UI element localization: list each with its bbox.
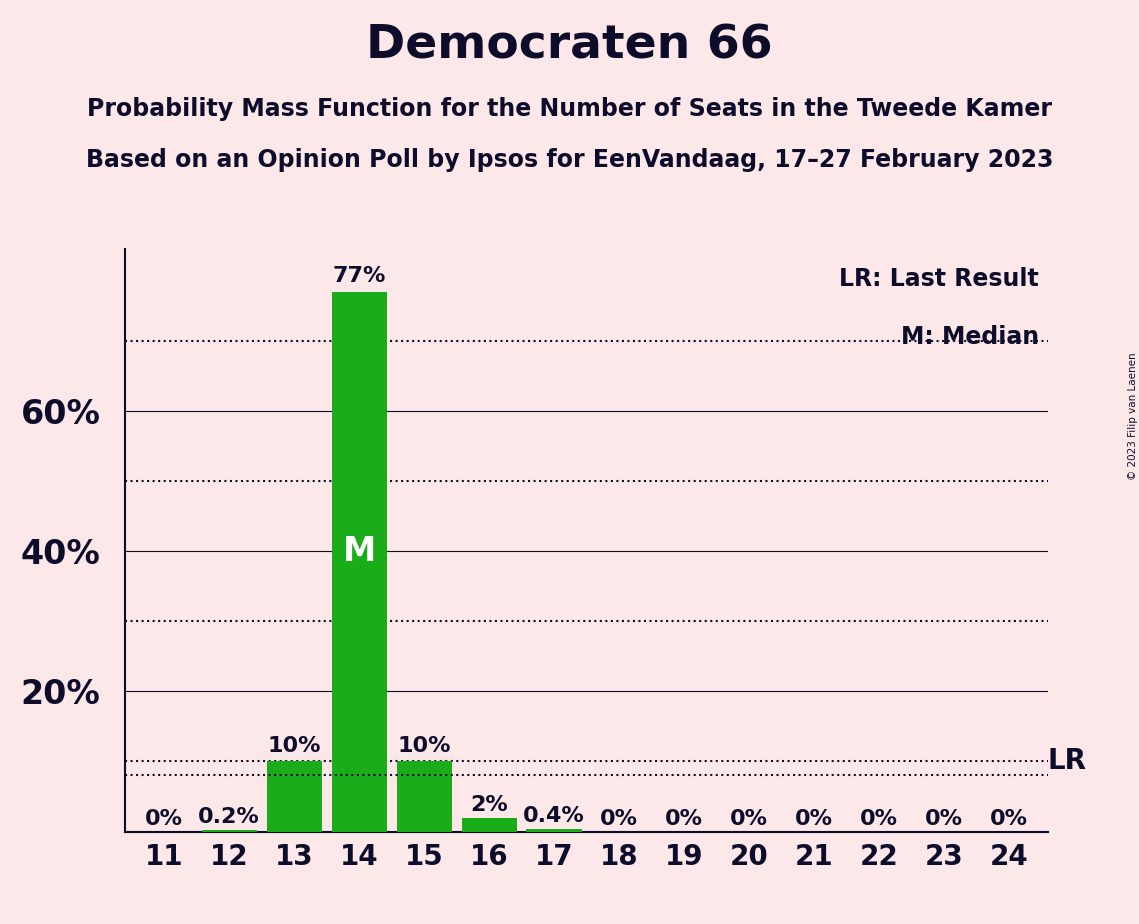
Text: 0.2%: 0.2% xyxy=(198,808,260,827)
Text: LR: Last Result: LR: Last Result xyxy=(839,267,1039,291)
Text: 10%: 10% xyxy=(268,736,321,756)
Text: Democraten 66: Democraten 66 xyxy=(366,23,773,68)
Bar xyxy=(461,818,517,832)
Text: 0.4%: 0.4% xyxy=(523,806,585,826)
Text: 77%: 77% xyxy=(333,266,386,286)
Text: 2%: 2% xyxy=(470,795,508,815)
Text: LR: LR xyxy=(1048,748,1087,775)
Text: 10%: 10% xyxy=(398,736,451,756)
Text: 0%: 0% xyxy=(990,808,1027,829)
Bar xyxy=(202,830,257,832)
Bar xyxy=(267,761,322,832)
Text: M: Median: M: Median xyxy=(901,325,1039,349)
Text: © 2023 Filip van Laenen: © 2023 Filip van Laenen xyxy=(1129,352,1138,480)
Text: Based on an Opinion Poll by Ipsos for EenVandaag, 17–27 February 2023: Based on an Opinion Poll by Ipsos for Ee… xyxy=(85,148,1054,172)
Text: Probability Mass Function for the Number of Seats in the Tweede Kamer: Probability Mass Function for the Number… xyxy=(87,97,1052,121)
Text: 0%: 0% xyxy=(146,808,183,829)
Text: 0%: 0% xyxy=(730,808,768,829)
Text: 0%: 0% xyxy=(600,808,638,829)
Bar xyxy=(396,761,452,832)
Text: M: M xyxy=(343,535,376,567)
Bar xyxy=(331,292,387,832)
Text: 0%: 0% xyxy=(860,808,898,829)
Text: 0%: 0% xyxy=(925,808,962,829)
Text: 0%: 0% xyxy=(665,808,703,829)
Text: 0%: 0% xyxy=(795,808,833,829)
Bar xyxy=(526,829,582,832)
